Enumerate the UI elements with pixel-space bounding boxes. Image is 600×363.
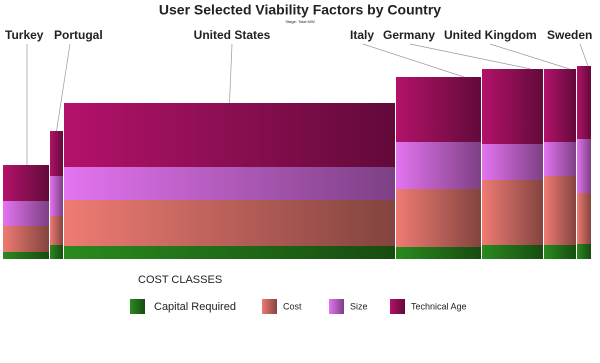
segment	[544, 69, 576, 142]
segment	[544, 245, 576, 259]
leader-line	[229, 43, 233, 104]
legend-swatch	[390, 299, 405, 314]
category-label: Sweden	[547, 28, 592, 42]
segment	[577, 139, 591, 193]
segment	[3, 201, 49, 226]
legend-title: COST CLASSES	[138, 274, 222, 286]
segment	[396, 189, 481, 247]
leader-line	[579, 43, 589, 67]
category-label: Portugal	[54, 28, 103, 42]
segment	[396, 77, 481, 142]
legend-swatch	[262, 299, 277, 314]
leader-line	[409, 43, 531, 70]
segment	[50, 245, 63, 259]
leader-line	[489, 43, 570, 70]
segment	[3, 165, 49, 201]
segment	[482, 144, 543, 180]
segment	[50, 176, 63, 216]
category-label: Turkey	[5, 28, 44, 42]
segment	[577, 193, 591, 244]
segment	[577, 66, 591, 139]
segment	[64, 246, 395, 259]
category-label: United Kingdom	[444, 28, 537, 42]
category-label: Italy	[350, 28, 374, 42]
leader-line	[362, 43, 465, 78]
segment	[482, 69, 543, 144]
category-label: Germany	[383, 28, 435, 42]
segment	[544, 176, 576, 245]
segment	[3, 252, 49, 259]
segment	[396, 247, 481, 259]
segment	[64, 103, 395, 167]
segment	[544, 142, 576, 176]
legend-swatch	[130, 299, 145, 314]
segment	[577, 244, 591, 259]
segment	[50, 216, 63, 245]
legend-label: Capital Required	[154, 301, 236, 313]
segment	[482, 245, 543, 259]
legend-label: Cost	[283, 301, 302, 311]
legend-swatch	[329, 299, 344, 314]
segment	[64, 167, 395, 200]
segment	[482, 180, 543, 245]
chart-subtitle: Stage: Total MW	[285, 19, 314, 24]
segment	[50, 131, 63, 176]
leader-line	[56, 43, 71, 132]
legend-label: Size	[350, 301, 368, 311]
chart-title: User Selected Viability Factors by Count…	[159, 2, 441, 18]
segment	[3, 226, 49, 252]
category-label: United States	[194, 28, 271, 42]
segment	[396, 142, 481, 189]
segment	[64, 200, 395, 246]
legend-label: Technical Age	[411, 301, 467, 311]
